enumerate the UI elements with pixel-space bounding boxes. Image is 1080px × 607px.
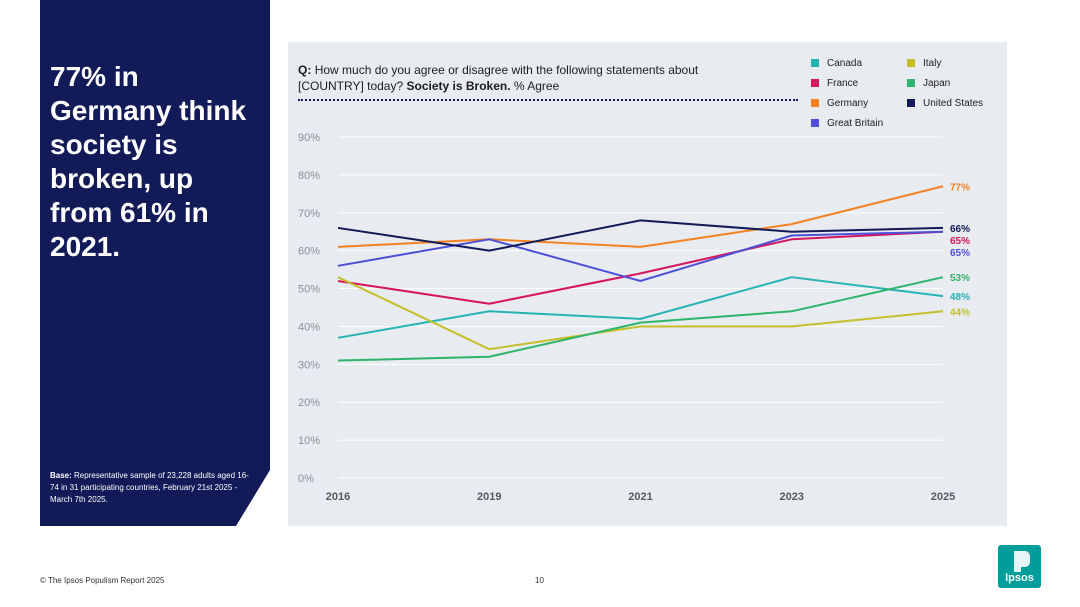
legend-swatch: [811, 119, 819, 127]
y-tick-label: 10%: [298, 435, 320, 447]
end-label-great-britain: 65%: [950, 248, 970, 259]
page-number: 10: [535, 576, 544, 585]
series-line-great-britain: [337, 230, 944, 282]
y-tick-label: 70%: [298, 208, 320, 220]
x-tick-label: 2016: [326, 491, 350, 503]
legend-item-france: France: [811, 75, 907, 91]
legend-label: Italy: [923, 57, 942, 69]
series-line-france: [337, 230, 944, 305]
end-label-italy: 44%: [950, 307, 970, 318]
logo-mark-icon: [1014, 551, 1030, 572]
question-prefix: Q:: [298, 63, 312, 77]
legend: Canada France Germany Great Britain Italy Jap…: [811, 55, 1001, 131]
y-tick-label: 50%: [298, 284, 320, 296]
series-line-united-states: [337, 219, 944, 252]
question-suffix: % Agree: [513, 79, 560, 93]
x-tick-label: 2025: [931, 491, 955, 503]
end-label-germany: 77%: [950, 182, 970, 193]
left-panel: 77% in Germany think society is broken, …: [40, 0, 270, 526]
legend-label: Canada: [827, 57, 863, 69]
headline: 77% in Germany think society is broken, …: [50, 61, 247, 262]
end-label-united-states: 66%: [950, 224, 970, 235]
legend-item-italy: Italy: [907, 55, 1001, 71]
end-label-france: 65%: [950, 236, 970, 247]
question: Q: How much do you agree or disagree wit…: [298, 62, 748, 94]
footer-copyright: © The Ipsos Populism Report 2025: [40, 576, 165, 585]
y-tick-label: 0%: [298, 473, 314, 485]
legend-label: Great Britain: [827, 117, 884, 129]
legend-label: France: [827, 77, 859, 89]
y-tick-label: 60%: [298, 246, 320, 258]
dotted-divider: [298, 99, 798, 101]
x-tick-label: 2023: [780, 491, 804, 503]
y-tick-label: 80%: [298, 170, 320, 182]
y-tick-label: 30%: [298, 359, 320, 371]
series-line-italy: [337, 276, 944, 351]
y-tick-label: 90%: [298, 132, 320, 144]
line-chart: 0% 10% 20% 30% 40% 50% 60% 70% 80% 90% 2016 2019 202…: [298, 132, 970, 503]
legend-item-united-states: United States: [907, 95, 1001, 111]
legend-swatch: [811, 79, 819, 87]
legend-item-canada: Canada: [811, 55, 907, 71]
legend-swatch: [907, 99, 915, 107]
base-label: Base:: [50, 471, 72, 480]
end-label-canada: 48%: [950, 292, 970, 303]
series-line-japan: [337, 276, 944, 362]
logo-text: Ipsos: [1005, 572, 1034, 584]
question-statement: Society is Broken.: [406, 79, 511, 93]
legend-item-japan: Japan: [907, 75, 1001, 91]
base-text: Representative sample of 23,228 adults a…: [50, 471, 249, 504]
legend-label: Japan: [923, 77, 951, 89]
x-tick-label: 2021: [628, 491, 652, 503]
y-tick-label: 40%: [298, 321, 320, 333]
series-line-germany: [337, 185, 944, 248]
legend-label: United States: [923, 97, 984, 109]
ipsos-logo: Ipsos: [998, 545, 1041, 588]
base-note: Base: Representative sample of 23,228 ad…: [50, 470, 250, 506]
legend-swatch: [907, 59, 915, 67]
series-line-canada: [337, 276, 944, 339]
legend-swatch: [907, 79, 915, 87]
x-tick-label: 2019: [477, 491, 501, 503]
legend-item-germany: Germany: [811, 95, 907, 111]
y-tick-label: 20%: [298, 397, 320, 409]
legend-swatch: [811, 99, 819, 107]
legend-label: Germany: [827, 97, 869, 109]
legend-swatch: [811, 59, 819, 67]
chart-card: Q: How much do you agree or disagree wit…: [288, 42, 1007, 526]
question-text: How much do you agree or disagree with t…: [298, 63, 699, 93]
legend-item-great-britain: Great Britain: [811, 115, 907, 131]
end-label-japan: 53%: [950, 273, 970, 284]
